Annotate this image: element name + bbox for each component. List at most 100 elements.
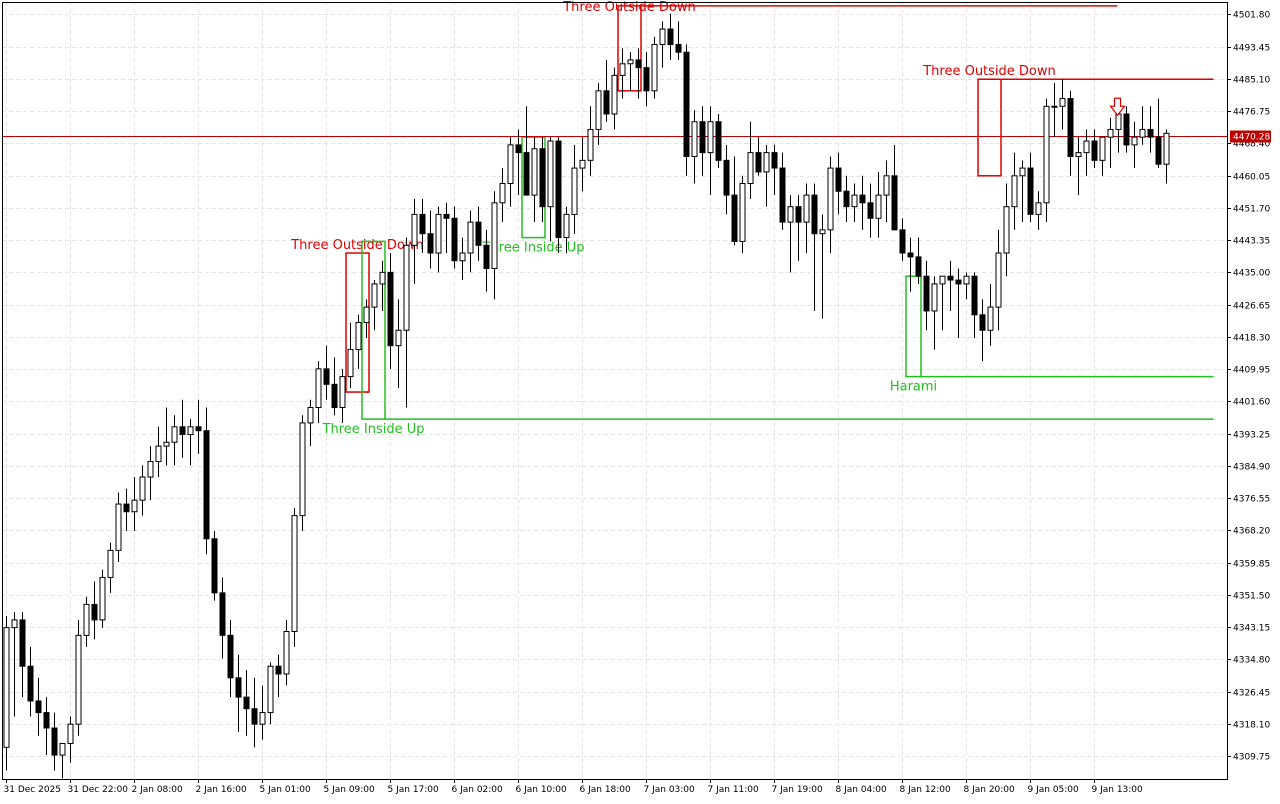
- candle: [75, 619, 82, 736]
- candle: [707, 106, 714, 196]
- y-tick-label: 4384.90: [1233, 463, 1270, 473]
- x-tick-label: 7 Jan 11:00: [708, 785, 760, 795]
- candle-body: [1035, 202, 1042, 215]
- candle: [243, 670, 250, 736]
- candle-body: [387, 271, 394, 347]
- candle: [691, 110, 698, 184]
- candle-body: [1067, 98, 1074, 157]
- candle: [483, 229, 490, 292]
- candle-body: [1155, 136, 1162, 165]
- candle: [803, 183, 810, 254]
- y-tick-label: 4334.80: [1233, 656, 1270, 666]
- x-tick-label: 6 Jan 10:00: [516, 785, 568, 795]
- candle-body: [987, 306, 994, 331]
- candle-body: [947, 275, 954, 281]
- candle: [979, 299, 986, 362]
- candle-body: [379, 271, 386, 285]
- candle-body: [91, 603, 98, 621]
- candle-body: [307, 406, 314, 424]
- candle: [867, 183, 874, 238]
- candle: [275, 654, 282, 698]
- pattern-box: [977, 78, 1002, 177]
- y-tick-label: 4501.80: [1233, 11, 1270, 21]
- candle-body: [1011, 175, 1018, 208]
- candle: [603, 59, 610, 122]
- candle-body: [739, 183, 746, 242]
- candle: [1011, 152, 1018, 230]
- candle: [259, 685, 266, 740]
- candle-body: [315, 368, 322, 408]
- candle: [715, 113, 722, 169]
- candle-body: [43, 712, 50, 729]
- candle: [3, 616, 10, 771]
- candle: [587, 106, 594, 176]
- candle: [851, 183, 858, 223]
- candle-body: [499, 183, 506, 204]
- x-tick-label: 5 Jan 01:00: [260, 785, 312, 795]
- candle-body: [83, 603, 90, 636]
- y-tick-label: 4368.20: [1233, 527, 1270, 537]
- candle: [291, 507, 298, 647]
- candle-body: [795, 206, 802, 223]
- candle-body: [371, 283, 378, 308]
- candle-body: [179, 426, 186, 436]
- x-tick-label: 7 Jan 03:00: [644, 785, 696, 795]
- candle-body: [603, 90, 610, 115]
- candle-body: [683, 51, 690, 157]
- candle: [915, 237, 922, 284]
- candle: [523, 106, 530, 196]
- candle: [35, 677, 42, 736]
- candle-body: [323, 368, 330, 385]
- candle-body: [539, 148, 546, 208]
- candle-body: [811, 194, 818, 235]
- candle: [899, 218, 906, 261]
- candle-body: [187, 426, 194, 436]
- candle-body: [779, 167, 786, 223]
- candle-body: [163, 441, 170, 447]
- candle-body: [35, 700, 42, 714]
- candle: [411, 198, 418, 284]
- x-tick-label: 9 Jan 13:00: [1092, 785, 1144, 795]
- candle-body: [411, 213, 418, 246]
- candle: [643, 52, 650, 107]
- x-tick-label: 2 Jan 08:00: [132, 785, 184, 795]
- candle: [611, 67, 618, 130]
- candle-body: [1075, 152, 1082, 157]
- y-tick-label: 4451.70: [1233, 205, 1270, 215]
- candle-body: [363, 306, 370, 324]
- candle: [515, 129, 522, 196]
- candle: [491, 191, 498, 300]
- candle-body: [755, 152, 762, 173]
- candle: [1163, 129, 1170, 184]
- candle: [683, 44, 690, 176]
- candle-body: [771, 152, 778, 169]
- plot-frame: [2, 2, 1228, 780]
- y-tick-label: 4343.15: [1233, 624, 1270, 634]
- candle: [1059, 79, 1066, 130]
- candle: [299, 415, 306, 532]
- candle: [1083, 129, 1090, 176]
- candle-body: [587, 128, 594, 161]
- current-price-label: 4470.28: [1233, 133, 1270, 143]
- candle: [1155, 98, 1162, 169]
- candle: [43, 697, 50, 756]
- candle: [619, 48, 626, 99]
- candle: [555, 137, 562, 254]
- x-tick-label: 8 Jan 20:00: [964, 785, 1016, 795]
- candle: [267, 662, 274, 725]
- candle: [1003, 183, 1010, 277]
- candle-body: [915, 256, 922, 277]
- candle-body: [1083, 140, 1090, 154]
- candle-body: [859, 194, 866, 204]
- candle-body: [227, 634, 234, 679]
- candle: [1035, 191, 1042, 230]
- candle: [315, 361, 322, 423]
- candle-body: [803, 194, 810, 223]
- candle: [659, 21, 666, 68]
- y-tick-label: 4493.45: [1233, 44, 1270, 54]
- candle: [1147, 106, 1154, 153]
- candle: [83, 596, 90, 647]
- y-tick-label: 4318.10: [1233, 721, 1270, 731]
